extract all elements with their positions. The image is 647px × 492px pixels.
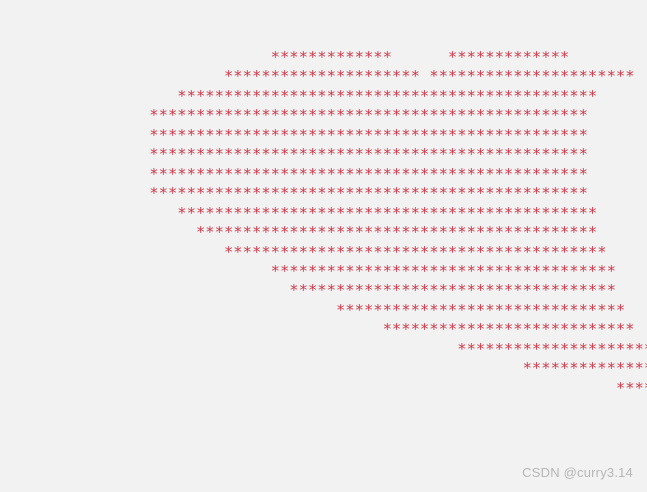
art-row: ******************************* — [0, 300, 626, 319]
art-row: ***************** — [0, 359, 647, 378]
art-row: *********************** — [0, 339, 647, 358]
art-row: *********** — [0, 378, 647, 397]
art-row: *********************************** — [0, 281, 616, 300]
art-row: ************************************* — [0, 261, 616, 280]
art-row: ****************************************… — [0, 223, 598, 242]
art-row: ****************************************… — [0, 125, 588, 144]
art-row: ****************************************… — [0, 106, 588, 125]
csdn-watermark: CSDN @curry3.14 — [522, 465, 633, 480]
art-row: ********************* ******************… — [0, 67, 635, 86]
art-row: ****************************************… — [0, 184, 588, 203]
art-row: ************* ************* — [0, 48, 570, 66]
art-row: ****************************************… — [0, 164, 588, 183]
art-row: *** — [0, 398, 647, 417]
art-row: *************************** — [0, 320, 635, 339]
art-row: ****************************************… — [0, 203, 598, 222]
heart-ascii-art: ************* ************* ************… — [0, 48, 647, 418]
art-row: ****************************************… — [0, 145, 588, 164]
art-row: ****************************************… — [0, 86, 598, 105]
art-row: ****************************************… — [0, 242, 607, 261]
